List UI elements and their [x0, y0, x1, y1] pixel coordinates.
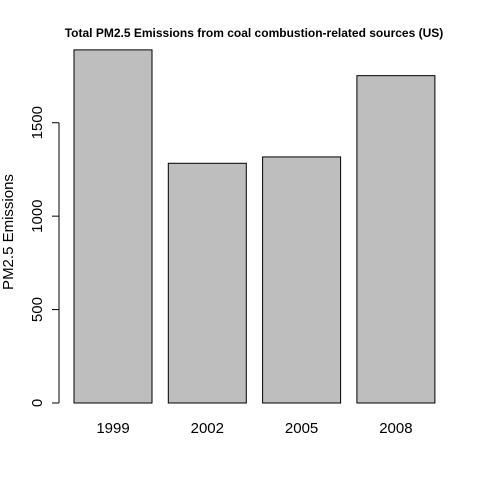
y-tick-label-1500: 1500: [29, 106, 46, 139]
y-tick-label-0: 0: [29, 399, 46, 407]
x-tick-label-2008: 2008: [379, 420, 412, 437]
x-tick-labels: 1999 2002 2005 2008: [96, 420, 412, 437]
bar-2002: [167, 162, 247, 404]
bars-group: [73, 49, 436, 404]
y-tick-label-1000: 1000: [29, 199, 46, 232]
bar-2005: [262, 156, 342, 404]
y-tick-label-500: 500: [29, 297, 46, 322]
bar-1999: [73, 49, 153, 404]
x-tick-label-1999: 1999: [96, 420, 129, 437]
y-axis: 0 500 1000 1500: [29, 106, 60, 407]
bar-2008: [356, 75, 436, 404]
x-tick-label-2005: 2005: [285, 420, 318, 437]
chart-title: Total PM2.5 Emissions from coal combusti…: [65, 26, 444, 40]
x-tick-label-2002: 2002: [191, 420, 224, 437]
y-axis-label: PM2.5 Emissions: [0, 174, 17, 290]
